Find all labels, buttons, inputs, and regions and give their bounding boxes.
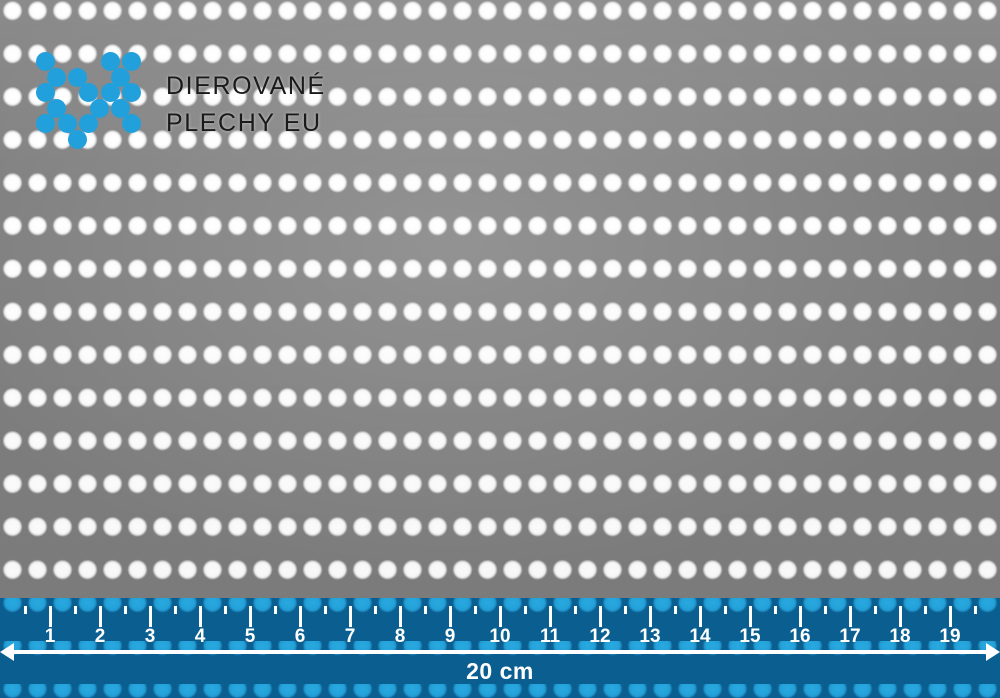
scale-tick-major: [548, 606, 552, 627]
scale-tick-label: 7: [344, 626, 356, 647]
logo-dot: [122, 83, 141, 102]
scale-tick-minor: [23, 606, 27, 614]
brand-name-line-2: PLECHY EU: [166, 109, 322, 137]
scale-tick-label: 1: [44, 626, 56, 647]
scale-tick-label: 12: [589, 626, 611, 647]
scale-tick-minor: [873, 606, 877, 614]
scale-tick-major: [248, 606, 252, 627]
logo-dot: [122, 52, 141, 71]
scale-total-label: 20 cm: [466, 658, 534, 684]
scale-tick-major: [498, 606, 502, 627]
scale-tick-label: 15: [739, 626, 761, 647]
scale-tick-minor: [123, 606, 127, 614]
scale-tick-major: [848, 606, 852, 627]
scale-tick-major: [198, 606, 202, 627]
scale-tick-label: 2: [94, 626, 106, 647]
scale-tick-minor: [923, 606, 927, 614]
scale-tick-minor: [373, 606, 377, 614]
logo-dot: [36, 52, 55, 71]
arrow-head-left-icon: [0, 643, 14, 661]
scale-tick-minor: [673, 606, 677, 614]
logo-dot: [36, 114, 55, 133]
scale-tick-label: 8: [394, 626, 406, 647]
logo-dot: [68, 129, 88, 149]
logo-dot: [46, 67, 66, 87]
scale-tick-label: 5: [244, 626, 256, 647]
scale-span-line: [10, 650, 990, 654]
scale-tick-minor: [423, 606, 427, 614]
scale-tick-label: 19: [939, 626, 961, 647]
scale-tick-major: [698, 606, 702, 627]
scale-tick-minor: [773, 606, 777, 614]
logo-dot: [79, 114, 98, 133]
scale-tick-major: [748, 606, 752, 627]
scale-tick-minor: [273, 606, 277, 614]
scale-tick-minor: [973, 606, 977, 614]
logo-dot: [79, 83, 98, 102]
scale-tick-major: [448, 606, 452, 627]
brand-logo: DIEROVANÉ PLECHY EU: [36, 52, 336, 149]
scale-tick-label: 9: [444, 626, 456, 647]
logo-dot: [46, 98, 66, 118]
scale-tick-major: [298, 606, 302, 627]
scale-tick-minor: [623, 606, 627, 614]
scale-tick-label: 17: [839, 626, 861, 647]
scale-tick-label: 10: [489, 626, 511, 647]
scale-tick-minor: [73, 606, 77, 614]
scale-tick-minor: [573, 606, 577, 614]
scale-tick-major: [348, 606, 352, 627]
scale-tick-minor: [523, 606, 527, 614]
scale-tick-major: [398, 606, 402, 627]
arrow-head-right-icon: [986, 643, 1000, 661]
logo-dot: [57, 114, 77, 133]
logo-dot-matrix-icon: [36, 52, 146, 149]
scale-tick-major: [648, 606, 652, 627]
logo-dot: [89, 98, 109, 118]
scale-tick-label: 11: [539, 626, 561, 647]
scale-bar: 1 2 3 4 5 6 7 8 9 10 11 12 13 14 15 16 17 18 19 20 cm: [0, 598, 1000, 698]
scale-tick-label: 18: [889, 626, 911, 647]
logo-dot: [100, 83, 120, 102]
scale-tick-label: 14: [689, 626, 711, 647]
scale-tick-label: 6: [294, 626, 306, 647]
logo-dot: [111, 98, 131, 118]
scale-tick-major: [98, 606, 102, 627]
scale-tick-major: [48, 606, 52, 627]
brand-name-line-1: DIEROVANÉ: [166, 72, 326, 100]
brand-name: DIEROVANÉ PLECHY EU: [166, 68, 326, 142]
scale-tick-major: [898, 606, 902, 627]
scale-tick-minor: [223, 606, 227, 614]
scale-tick-label: 3: [144, 626, 156, 647]
scale-tick-label: 13: [639, 626, 661, 647]
scale-tick-major: [948, 606, 952, 627]
logo-dot: [122, 114, 141, 133]
scale-tick-minor: [723, 606, 727, 614]
scale-tick-major: [598, 606, 602, 627]
scale-tick-minor: [823, 606, 827, 614]
scale-tick-label: 16: [789, 626, 811, 647]
scale-tick-minor: [323, 606, 327, 614]
logo-dot: [111, 67, 131, 87]
logo-dot: [36, 83, 55, 102]
logo-dot: [100, 52, 120, 71]
scale-tick-label: 4: [194, 626, 206, 647]
scale-tick-major: [148, 606, 152, 627]
scale-tick-major: [798, 606, 802, 627]
logo-dot: [68, 67, 88, 87]
scale-tick-minor: [173, 606, 177, 614]
scale-tick-minor: [473, 606, 477, 614]
